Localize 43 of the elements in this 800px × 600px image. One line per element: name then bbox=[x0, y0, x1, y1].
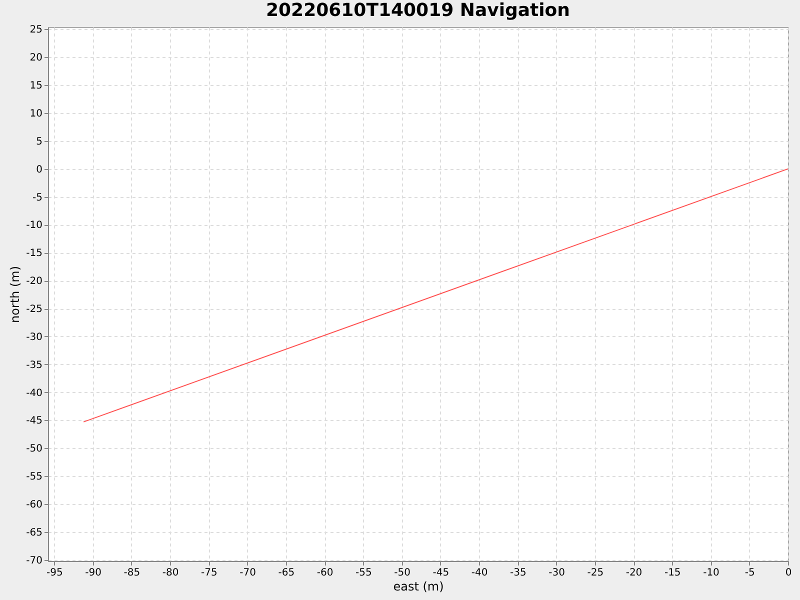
y-tick-label: 15 bbox=[30, 80, 42, 92]
x-tick-label: -55 bbox=[355, 568, 372, 578]
y-tick-label: -5 bbox=[32, 192, 42, 204]
y-tick-label: -60 bbox=[26, 500, 42, 511]
x-tick-label: -50 bbox=[394, 568, 410, 578]
y-tick-label: 0 bbox=[36, 164, 42, 176]
x-tick-label: -20 bbox=[626, 568, 642, 578]
x-tick-label: -70 bbox=[240, 568, 256, 578]
x-tick-label: -90 bbox=[85, 568, 102, 578]
y-tick-label: -15 bbox=[26, 248, 42, 260]
y-tick-label: 25 bbox=[30, 24, 42, 36]
y-tick-label: -40 bbox=[26, 388, 42, 399]
y-tick-label: -70 bbox=[26, 555, 42, 566]
x-axis-title: east (m) bbox=[393, 580, 444, 594]
y-tick-label: -45 bbox=[26, 416, 42, 427]
y-tick-label: -30 bbox=[26, 332, 42, 343]
y-tick-label: -25 bbox=[26, 304, 42, 316]
y-tick-label: -65 bbox=[26, 527, 42, 538]
x-tick-label: -30 bbox=[548, 568, 565, 578]
y-tick-label: 10 bbox=[30, 108, 42, 120]
x-tick-label: -10 bbox=[703, 568, 720, 578]
y-tick-label: -50 bbox=[26, 444, 42, 455]
chart-title: 20220610T140019 Navigation bbox=[266, 0, 570, 22]
y-tick-label: -55 bbox=[26, 472, 42, 483]
x-tick-label: -25 bbox=[587, 568, 604, 578]
y-tick-label: -35 bbox=[26, 360, 42, 371]
y-axis-title: north (m) bbox=[8, 266, 22, 324]
x-tick-label: -45 bbox=[432, 568, 450, 578]
x-tick-label: -5 bbox=[744, 568, 755, 578]
x-tick-label: -35 bbox=[510, 568, 526, 578]
y-tick-label: 20 bbox=[30, 52, 42, 64]
x-tick-label: -80 bbox=[162, 568, 179, 578]
x-tick-label: -95 bbox=[46, 568, 63, 578]
x-tick-label: 0 bbox=[785, 568, 792, 578]
y-tick-label: -20 bbox=[26, 276, 42, 288]
x-tick-label: -65 bbox=[278, 568, 295, 578]
x-tick-label: -85 bbox=[124, 568, 140, 578]
x-tick-label: -15 bbox=[664, 568, 681, 578]
x-tick-label: -75 bbox=[200, 568, 218, 578]
x-tick-label: -40 bbox=[471, 568, 488, 578]
y-tick-label: 5 bbox=[36, 136, 42, 148]
y-tick-label: -10 bbox=[26, 220, 42, 232]
x-tick-label: -60 bbox=[316, 568, 334, 578]
